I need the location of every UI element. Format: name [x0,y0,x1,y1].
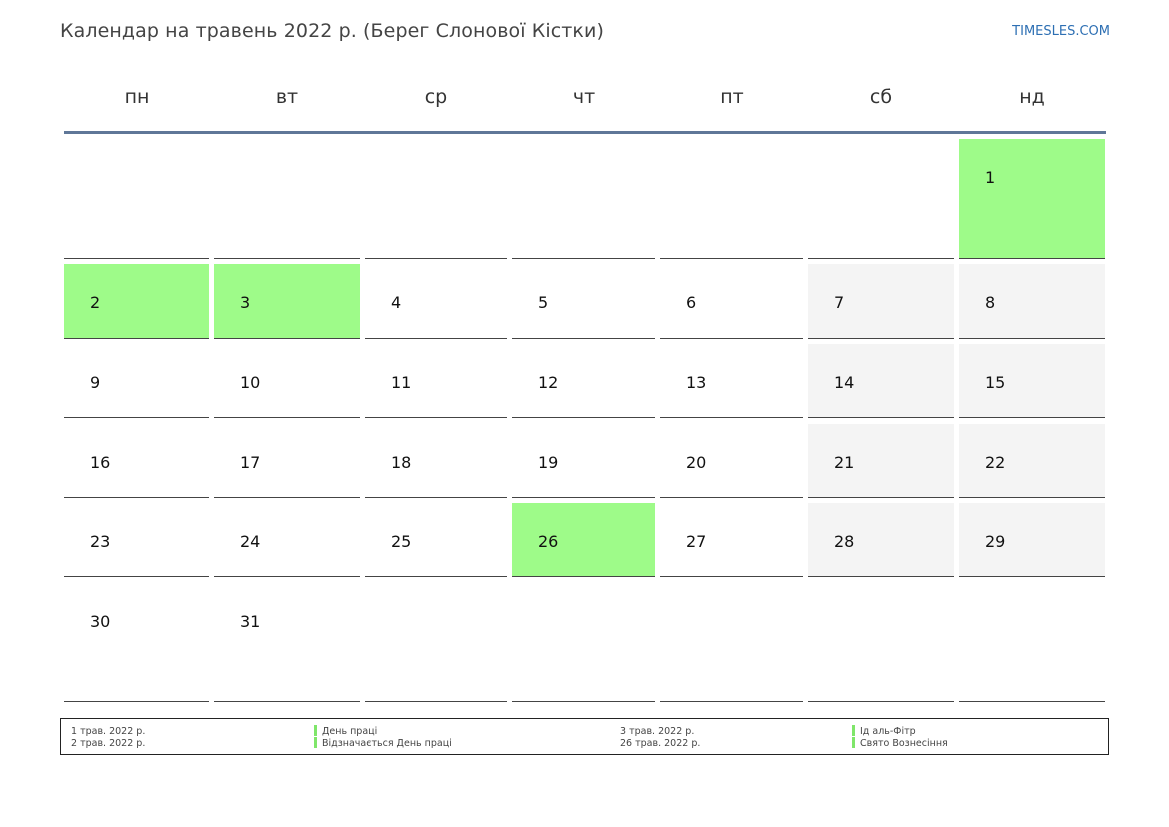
day-number: 21 [834,453,855,472]
empty-cell-wed [365,583,507,702]
day-cell-15[interactable] [959,344,1105,418]
day-cell-7[interactable] [808,264,954,339]
day-cell-31[interactable] [214,583,360,702]
day-cell-11[interactable] [365,344,507,418]
legend-date: 1 трав. 2022 р. [71,726,146,737]
day-number: 22 [985,453,1006,472]
day-number: 7 [834,293,845,312]
day-number: 11 [391,373,412,392]
weekday-mon: пн [124,86,150,108]
empty-cell-wed [365,139,507,259]
day-number: 30 [90,612,111,631]
empty-cell-thu [512,139,655,259]
empty-cell-sun [959,583,1105,702]
day-cell-12[interactable] [512,344,655,418]
day-number: 24 [240,532,261,551]
day-cell-18[interactable] [365,424,507,498]
day-number: 2 [90,293,101,312]
legend-holiday-name: Відзначається День праці [322,738,452,749]
day-cell-21[interactable] [808,424,954,498]
legend-holiday-name: День праці [322,726,378,737]
day-cell-10[interactable] [214,344,360,418]
day-number: 5 [538,293,549,312]
day-number: 10 [240,373,261,392]
day-cell-14[interactable] [808,344,954,418]
day-cell-29[interactable] [959,503,1105,577]
day-cell-23[interactable] [64,503,209,577]
legend-color-marker [852,725,855,736]
empty-cell-sat [808,583,954,702]
day-number: 14 [834,373,855,392]
legend-date: 3 трав. 2022 р. [620,726,695,737]
day-number: 29 [985,532,1006,551]
holiday-legend: 1 трав. 2022 р. День праці 2 трав. 2022 … [60,718,1109,755]
day-cell-22[interactable] [959,424,1105,498]
legend-color-marker [314,737,317,748]
day-cell-4[interactable] [365,264,507,339]
legend-date: 2 трав. 2022 р. [71,738,146,749]
empty-cell-fri [660,583,803,702]
day-cell-19[interactable] [512,424,655,498]
day-number: 26 [538,532,559,551]
day-cell-20[interactable] [660,424,803,498]
legend-date: 26 трав. 2022 р. [620,738,701,749]
legend-holiday-name: Свято Вознесіння [860,738,948,749]
weekday-sun: нд [1019,86,1045,108]
day-number: 25 [391,532,412,551]
empty-cell-fri [660,139,803,259]
day-number: 3 [240,293,251,312]
weekday-header: пн вт ср чт пт сб нд [64,86,1106,110]
day-cell-1[interactable] [959,139,1105,259]
day-cell-24[interactable] [214,503,360,577]
day-cell-26[interactable] [512,503,655,577]
brand-link[interactable]: TIMESLES.COM [1012,24,1110,39]
weekday-fri: пт [720,86,744,108]
day-cell-28[interactable] [808,503,954,577]
weekday-tue: вт [275,86,299,108]
day-cell-13[interactable] [660,344,803,418]
legend-holiday-name: Ід аль-Фітр [860,726,916,737]
day-number: 13 [686,373,707,392]
day-cell-3[interactable] [214,264,360,339]
weekday-sat: сб [869,86,893,108]
day-cell-16[interactable] [64,424,209,498]
day-cell-5[interactable] [512,264,655,339]
day-number: 8 [985,293,996,312]
day-number: 20 [686,453,707,472]
day-number: 9 [90,373,101,392]
day-number: 19 [538,453,559,472]
page-title: Календар на травень 2022 р. (Берег Слоно… [60,20,604,42]
day-number: 16 [90,453,111,472]
legend-color-marker [314,725,317,736]
day-number: 17 [240,453,261,472]
day-cell-8[interactable] [959,264,1105,339]
empty-cell-mon [64,139,209,259]
day-number: 15 [985,373,1006,392]
day-number: 4 [391,293,402,312]
day-cell-9[interactable] [64,344,209,418]
day-cell-27[interactable] [660,503,803,577]
day-number: 12 [538,373,559,392]
day-cell-30[interactable] [64,583,209,702]
day-cell-2[interactable] [64,264,209,339]
day-number: 23 [90,532,111,551]
empty-cell-thu [512,583,655,702]
day-number: 18 [391,453,412,472]
day-cell-6[interactable] [660,264,803,339]
weekday-thu: чт [572,86,596,108]
day-number: 27 [686,532,707,551]
weekday-wed: ср [424,86,448,108]
day-cell-17[interactable] [214,424,360,498]
empty-cell-tue [214,139,360,259]
legend-color-marker [852,737,855,748]
day-number: 6 [686,293,697,312]
header-divider [64,131,1106,134]
day-cell-25[interactable] [365,503,507,577]
empty-cell-sat [808,139,954,259]
day-number: 31 [240,612,261,631]
day-number: 28 [834,532,855,551]
day-number: 1 [985,168,996,187]
